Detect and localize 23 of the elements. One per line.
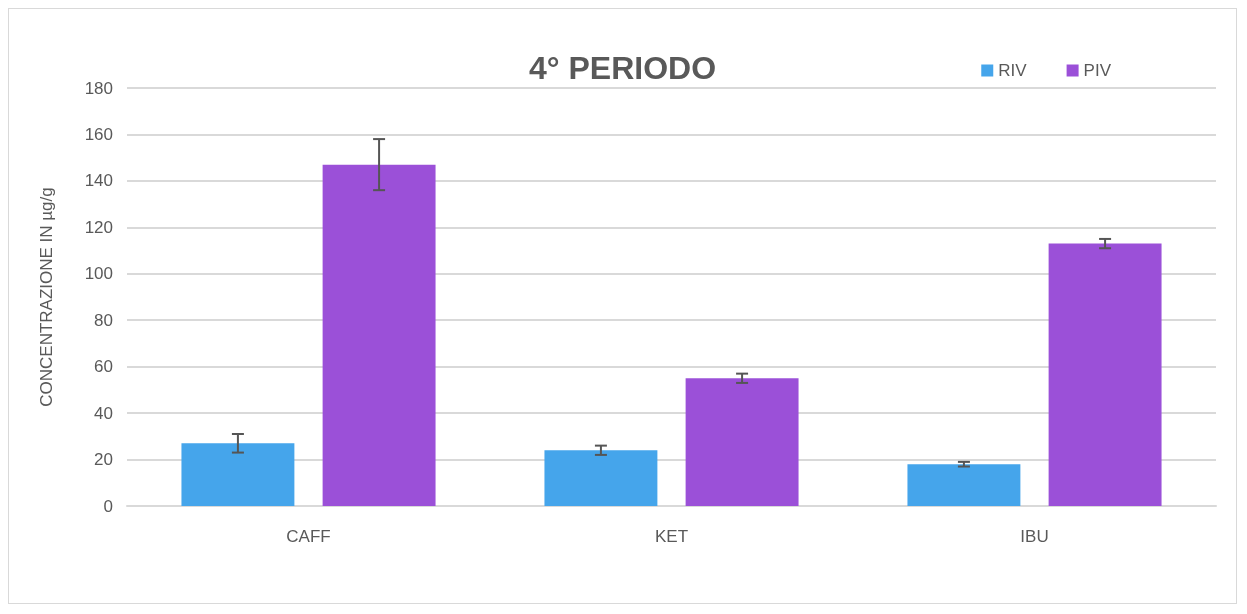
bar <box>685 378 799 506</box>
x-tick-label: KET <box>654 527 689 546</box>
x-tick-label: IBU <box>1020 527 1049 546</box>
y-tick-label: 100 <box>84 264 113 284</box>
bar <box>322 164 436 506</box>
y-tick-label: 120 <box>84 217 113 237</box>
bar <box>907 464 1021 506</box>
y-tick-label: 0 <box>103 496 113 516</box>
legend-label: RIV <box>998 61 1028 80</box>
y-tick-label: 20 <box>94 450 113 470</box>
y-tick-label: 180 <box>84 78 113 98</box>
y-tick-label: 160 <box>84 124 113 144</box>
bar <box>181 443 295 506</box>
x-tick-label: CAFF <box>286 527 331 546</box>
y-tick-label: 60 <box>94 357 113 377</box>
y-tick-label: 40 <box>94 403 113 423</box>
bar <box>544 450 658 506</box>
chart-title: 4° PERIODO <box>529 50 717 86</box>
bar <box>1048 243 1162 506</box>
legend-label: PIV <box>1083 61 1112 80</box>
y-axis-title: CONCENTRAZIONE IN µg/g <box>37 187 56 407</box>
y-tick-label: 80 <box>94 310 113 330</box>
y-tick-label: 140 <box>84 171 113 191</box>
